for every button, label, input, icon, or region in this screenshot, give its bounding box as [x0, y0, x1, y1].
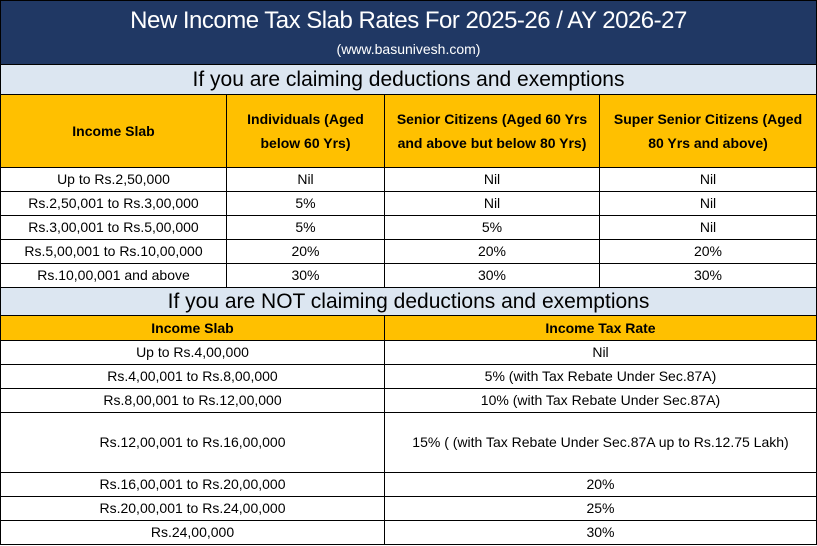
- column-header: Senior Citizens (Aged 60 Yrs and above b…: [385, 95, 600, 168]
- table-cell: 20%: [227, 240, 385, 264]
- table-cell: Rs.10,00,001 and above: [0, 264, 227, 288]
- table-cell: 10% (with Tax Rebate Under Sec.87A): [385, 389, 817, 413]
- table-cell: Rs.4,00,001 to Rs.8,00,000: [0, 365, 385, 389]
- title-banner: New Income Tax Slab Rates For 2025-26 / …: [0, 0, 817, 65]
- table-cell: Up to Rs.4,00,000: [0, 341, 385, 365]
- table-cell: Nil: [385, 341, 817, 365]
- table-cell: 30%: [227, 264, 385, 288]
- table-cell: Rs.16,00,001 to Rs.20,00,000: [0, 473, 385, 497]
- table-cell: 5%: [227, 216, 385, 240]
- table-cell: Nil: [600, 216, 817, 240]
- table-cell: Nil: [227, 168, 385, 192]
- table-cell: Rs.24,00,000: [0, 521, 385, 545]
- column-header: Super Senior Citizens (Aged 80 Yrs and a…: [600, 95, 817, 168]
- table-cell: 25%: [385, 497, 817, 521]
- table-cell: Rs.8,00,001 to Rs.12,00,000: [0, 389, 385, 413]
- table-cell: Up to Rs.2,50,000: [0, 168, 227, 192]
- table-cell: Rs.2,50,001 to Rs.3,00,000: [0, 192, 227, 216]
- table-cell: 20%: [385, 240, 600, 264]
- table-cell: 5%: [385, 216, 600, 240]
- subtitle: (www.basunivesh.com): [336, 41, 481, 57]
- column-header: Income Slab: [0, 95, 227, 168]
- table-cell: Nil: [385, 192, 600, 216]
- table-cell: 15% ( (with Tax Rebate Under Sec.87A up …: [385, 413, 817, 473]
- table-cell: Nil: [600, 192, 817, 216]
- table-cell: Rs.5,00,001 to Rs.10,00,000: [0, 240, 227, 264]
- table-cell: Rs.3,00,001 to Rs.5,00,000: [0, 216, 227, 240]
- table-cell: Rs.12,00,001 to Rs.16,00,000: [0, 413, 385, 473]
- table-cell: 30%: [385, 521, 817, 545]
- column-header: Income Slab: [0, 316, 385, 341]
- table-cell: Nil: [385, 168, 600, 192]
- section-heading: If you are NOT claiming deductions and e…: [0, 288, 817, 316]
- column-header: Income Tax Rate: [385, 316, 817, 341]
- table-cell: 5%: [227, 192, 385, 216]
- title: New Income Tax Slab Rates For 2025-26 / …: [130, 7, 687, 34]
- table-cell: 20%: [600, 240, 817, 264]
- table-cell: Nil: [600, 168, 817, 192]
- column-header: Individuals (Aged below 60 Yrs): [227, 95, 385, 168]
- table-cell: 30%: [600, 264, 817, 288]
- section-heading: If you are claiming deductions and exemp…: [0, 65, 817, 95]
- table-cell: Rs.20,00,001 to Rs.24,00,000: [0, 497, 385, 521]
- table-cell: 20%: [385, 473, 817, 497]
- table-cell: 30%: [385, 264, 600, 288]
- table-cell: 5% (with Tax Rebate Under Sec.87A): [385, 365, 817, 389]
